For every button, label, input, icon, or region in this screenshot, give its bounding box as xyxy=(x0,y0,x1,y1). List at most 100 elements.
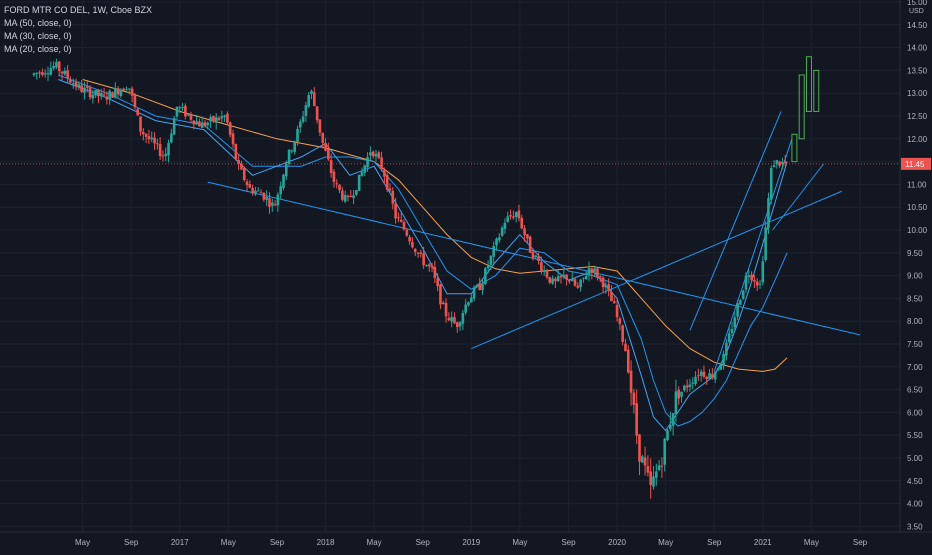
candle[interactable] xyxy=(383,167,386,184)
candle[interactable] xyxy=(688,379,692,392)
candle[interactable] xyxy=(652,465,655,490)
candle[interactable] xyxy=(181,102,184,111)
candle[interactable] xyxy=(332,168,336,188)
candle[interactable] xyxy=(200,116,204,129)
candle[interactable] xyxy=(492,241,496,264)
trendline[interactable] xyxy=(772,163,824,231)
candle[interactable] xyxy=(212,115,215,123)
projection-bar[interactable] xyxy=(805,56,812,112)
candle[interactable] xyxy=(767,192,770,235)
candle[interactable] xyxy=(388,183,392,192)
candle[interactable] xyxy=(242,166,246,182)
candle[interactable] xyxy=(582,277,585,283)
candle[interactable] xyxy=(716,367,720,372)
candle[interactable] xyxy=(270,198,274,213)
candle[interactable] xyxy=(83,81,86,100)
candle[interactable] xyxy=(97,89,100,104)
candle[interactable] xyxy=(405,228,409,237)
candle[interactable] xyxy=(413,248,417,257)
candle[interactable] xyxy=(394,197,397,224)
candle[interactable] xyxy=(646,455,650,477)
candle[interactable] xyxy=(697,368,700,381)
candle[interactable] xyxy=(430,263,434,272)
candle[interactable] xyxy=(753,274,756,289)
candle[interactable] xyxy=(175,106,179,120)
candle[interactable] xyxy=(38,70,41,79)
candle[interactable] xyxy=(478,277,482,291)
candle[interactable] xyxy=(77,81,81,91)
candle[interactable] xyxy=(377,150,381,160)
candle[interactable] xyxy=(119,88,123,99)
candle[interactable] xyxy=(240,160,243,171)
candle[interactable] xyxy=(321,132,325,149)
candle[interactable] xyxy=(419,249,423,258)
candle[interactable] xyxy=(290,149,294,154)
candle[interactable] xyxy=(655,463,658,486)
candle[interactable] xyxy=(279,181,282,200)
candle[interactable] xyxy=(685,379,689,393)
candle[interactable] xyxy=(144,133,148,144)
candle[interactable] xyxy=(343,190,347,204)
candle[interactable] xyxy=(542,265,546,276)
candle[interactable] xyxy=(750,271,753,283)
candle[interactable] xyxy=(531,248,535,261)
candle[interactable] xyxy=(318,119,322,137)
candle[interactable] xyxy=(282,173,285,191)
candle[interactable] xyxy=(498,233,501,243)
candle[interactable] xyxy=(660,457,664,478)
candle[interactable] xyxy=(727,326,731,344)
candle[interactable] xyxy=(411,237,414,249)
candle[interactable] xyxy=(469,293,473,303)
candle[interactable] xyxy=(349,189,353,198)
candle[interactable] xyxy=(691,377,695,390)
candle[interactable] xyxy=(764,221,767,262)
candle[interactable] xyxy=(369,146,372,161)
candle[interactable] xyxy=(565,273,568,286)
candle[interactable] xyxy=(301,110,305,124)
projection-bar[interactable] xyxy=(813,69,820,112)
study-ma50-label[interactable]: MA (50, close, 0) xyxy=(4,18,72,28)
candle[interactable] xyxy=(783,154,787,167)
candle[interactable] xyxy=(500,225,504,237)
candle[interactable] xyxy=(467,301,470,307)
candle[interactable] xyxy=(596,267,599,281)
candle[interactable] xyxy=(610,285,613,302)
candle[interactable] xyxy=(416,252,420,258)
candle[interactable] xyxy=(683,384,686,392)
candle[interactable] xyxy=(192,120,196,130)
candle[interactable] xyxy=(161,150,165,162)
candle[interactable] xyxy=(657,460,661,472)
trendline[interactable] xyxy=(471,190,842,350)
candle[interactable] xyxy=(324,137,327,152)
trendline[interactable] xyxy=(713,138,793,372)
candle[interactable] xyxy=(52,61,55,71)
candle[interactable] xyxy=(503,218,507,234)
candle[interactable] xyxy=(694,371,697,386)
candle[interactable] xyxy=(484,267,487,286)
candle[interactable] xyxy=(584,271,588,280)
candle[interactable] xyxy=(310,89,313,100)
candle[interactable] xyxy=(402,219,406,231)
candle[interactable] xyxy=(102,88,106,97)
candle[interactable] xyxy=(702,365,706,379)
candle[interactable] xyxy=(88,85,92,100)
candle[interactable] xyxy=(534,254,538,260)
candle[interactable] xyxy=(441,300,445,305)
time-axis[interactable]: May Sep 2017 May Sep 2018 May Sep 2019 May Sep 2020… xyxy=(0,531,932,547)
candle[interactable] xyxy=(615,299,619,322)
candle[interactable] xyxy=(217,115,221,122)
candle[interactable] xyxy=(669,411,672,432)
candle[interactable] xyxy=(209,114,212,128)
candle[interactable] xyxy=(113,82,117,99)
candle[interactable] xyxy=(604,281,608,294)
candle[interactable] xyxy=(621,324,624,346)
candle[interactable] xyxy=(590,267,594,280)
candle[interactable] xyxy=(744,272,748,294)
candle[interactable] xyxy=(548,276,552,285)
candle[interactable] xyxy=(366,152,369,172)
candle[interactable] xyxy=(385,172,389,192)
candle[interactable] xyxy=(739,298,742,306)
study-ma30-label[interactable]: MA (30, close, 0) xyxy=(4,31,72,41)
candle[interactable] xyxy=(481,279,484,295)
